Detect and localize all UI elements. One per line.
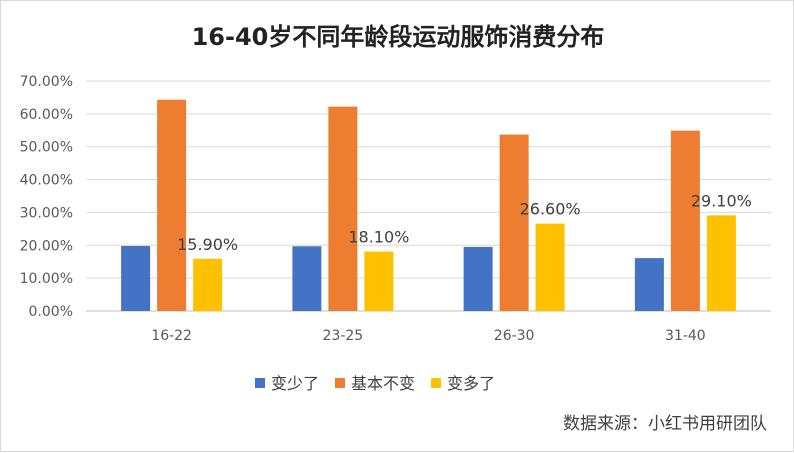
data-labels: 15.90% 18.10% 26.60% 29.10% <box>177 191 752 253</box>
bar-1-31-40 <box>634 258 664 311</box>
bar-3-23-25 <box>364 251 394 311</box>
bar-2-31-40 <box>670 130 700 311</box>
bars <box>121 99 736 311</box>
x-axis-ticks: 16-22 23-25 26-30 31-40 <box>151 328 705 344</box>
bar-1-26-30 <box>463 246 493 311</box>
y-tick-label: 40.00% <box>20 173 73 189</box>
y-tick-label: 20.00% <box>20 238 73 254</box>
bar-3-16-22 <box>193 258 223 311</box>
gridlines <box>86 80 771 312</box>
bar-2-16-22 <box>157 99 187 311</box>
legend-swatch <box>431 378 441 388</box>
y-tick-label: 50.00% <box>20 140 73 156</box>
y-tick-label: 30.00% <box>20 205 73 221</box>
source-note: 数据来源：小红书用研团队 <box>563 414 767 434</box>
x-tick-label: 31-40 <box>665 328 706 344</box>
bar-1-23-25 <box>292 246 322 311</box>
legend-label: 基本不变 <box>351 374 415 393</box>
y-tick-label: 70.00% <box>20 74 73 90</box>
y-tick-label: 10.00% <box>20 271 73 287</box>
bar-1-16-22 <box>121 245 151 311</box>
legend-swatch <box>335 378 345 388</box>
data-label: 15.90% <box>177 235 238 254</box>
x-tick-label: 26-30 <box>494 328 535 344</box>
x-tick-label: 23-25 <box>323 328 364 344</box>
bar-3-26-30 <box>535 223 565 311</box>
x-tick-label: 16-22 <box>151 328 192 344</box>
bar-2-26-30 <box>499 134 529 311</box>
y-tick-label: 60.00% <box>20 107 73 123</box>
legend-swatch <box>255 378 265 388</box>
bar-2-23-25 <box>328 106 358 311</box>
y-tick-label: 0.00% <box>29 304 73 320</box>
chart-title: 16-40岁不同年龄段运动服饰消费分布 <box>192 23 605 51</box>
data-label: 18.10% <box>348 228 409 247</box>
legend-label: 变少了 <box>271 374 319 393</box>
data-label: 29.10% <box>691 191 752 210</box>
legend: 变少了 基本不变 变多了 <box>255 374 495 393</box>
bar-3-31-40 <box>706 215 736 311</box>
y-axis-ticks: 0.00% 10.00% 20.00% 30.00% 40.00% 50.00% 60.00… <box>20 74 73 320</box>
legend-label: 变多了 <box>447 374 495 393</box>
data-label: 26.60% <box>520 200 581 219</box>
